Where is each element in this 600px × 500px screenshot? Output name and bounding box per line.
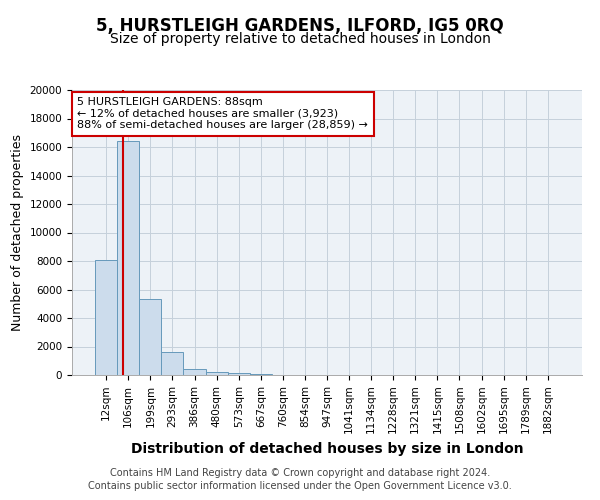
Bar: [250, 374, 272, 375]
Bar: [184, 370, 206, 375]
Text: Size of property relative to detached houses in London: Size of property relative to detached ho…: [110, 32, 490, 46]
Text: Contains public sector information licensed under the Open Government Licence v3: Contains public sector information licen…: [88, 481, 512, 491]
Bar: [227, 374, 250, 375]
Y-axis label: Number of detached properties: Number of detached properties: [11, 134, 24, 331]
Text: Contains HM Land Registry data © Crown copyright and database right 2024.: Contains HM Land Registry data © Crown c…: [110, 468, 490, 477]
Bar: [161, 352, 184, 375]
Bar: [95, 260, 117, 375]
Text: 5, HURSTLEIGH GARDENS, ILFORD, IG5 0RQ: 5, HURSTLEIGH GARDENS, ILFORD, IG5 0RQ: [96, 18, 504, 36]
Bar: [206, 372, 227, 375]
Bar: [117, 142, 139, 375]
X-axis label: Distribution of detached houses by size in London: Distribution of detached houses by size …: [131, 442, 523, 456]
Text: 5 HURSTLEIGH GARDENS: 88sqm
← 12% of detached houses are smaller (3,923)
88% of : 5 HURSTLEIGH GARDENS: 88sqm ← 12% of det…: [77, 97, 368, 130]
Bar: [139, 300, 161, 375]
